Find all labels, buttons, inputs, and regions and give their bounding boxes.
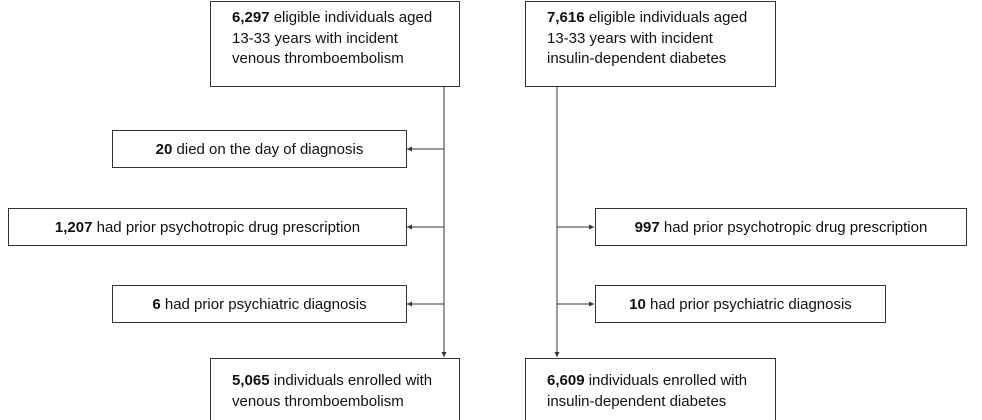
count: 20 [155,140,173,158]
count: 1,207 [54,218,93,236]
text: 13-33 years with incident [232,29,398,47]
count: 6,609 [547,372,585,389]
exclusion-box: 997 had prior psychotropic drug prescrip… [595,208,967,246]
text: 13-33 years with incident [547,29,713,47]
text: had prior psychotropic drug prescription [663,218,928,236]
text: had prior psychiatric diagnosis [650,295,852,313]
count: 6,297 [232,9,270,26]
source-box: 7,616 eligible individuals aged 13-33 yea… [525,1,776,87]
text: venous thromboembolism [232,392,404,410]
count: 5,065 [232,372,270,389]
text: insulin-dependent diabetes [547,50,727,67]
text: had prior psychotropic drug prescription [96,218,361,236]
enrolled-box: 6,609 individuals enrolled with insulin-d… [525,358,776,420]
text: had prior psychiatric diagnosis [164,295,367,313]
source-box: 6,297 eligible individuals aged 13-33 yea… [210,1,460,87]
text: eligible individuals aged [273,9,433,26]
exclusion-box: 10 had prior psychiatric diagnosis [595,285,886,323]
count: 6 [152,295,161,313]
text: eligible individuals aged [588,9,748,26]
enrolled-box: 5,065 individuals enrolled with venous th… [210,358,460,420]
text: individuals enrolled with [588,372,748,389]
count: 10 [629,295,646,313]
exclusion-box: 1,207 had prior psychotropic drug prescr… [8,208,407,246]
exclusion-box: 6 had prior psychiatric diagnosis [112,285,407,323]
exclusion-box: 20 died on the day of diagnosis [112,130,407,168]
count: 7,616 [547,9,585,26]
count: 997 [634,218,660,236]
text: individuals enrolled with [273,372,433,389]
text: insulin-dependent diabetes [547,392,727,410]
text: venous thromboembolism [232,50,404,67]
text: died on the day of diagnosis [176,140,364,158]
